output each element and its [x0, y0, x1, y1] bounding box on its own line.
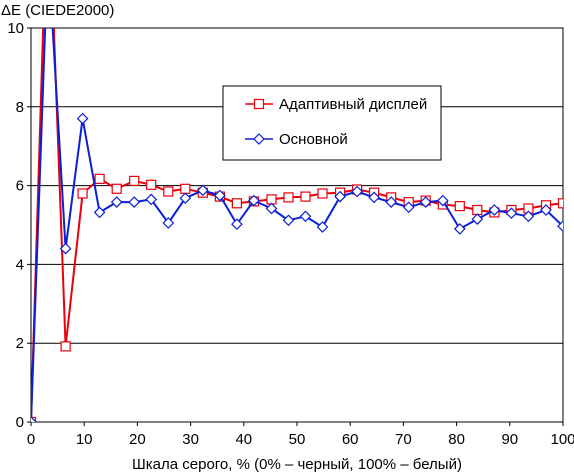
x-tick-label-7: 70: [395, 431, 412, 448]
y-tick-label-5: 10: [7, 20, 24, 37]
series-1-point-9: [179, 192, 192, 205]
series-1-point-22: [402, 201, 415, 214]
series-0-point-25: [454, 201, 465, 212]
legend-marker-1: [253, 133, 265, 145]
series-1-point-30: [540, 204, 552, 216]
series-1-point-3: [76, 112, 89, 125]
x-tick-label-9: 90: [501, 431, 518, 448]
series-0-point-3: [77, 188, 88, 199]
series-0-point-16: [300, 191, 311, 202]
series-1-point-19: [351, 185, 363, 198]
series-0-point-4: [94, 173, 105, 184]
series-1-point-11: [214, 189, 226, 202]
series-0-point-15: [283, 192, 294, 203]
y-axis: 0 2 4 6 8 10: [7, 20, 31, 431]
series-1-point-10: [196, 184, 209, 197]
x-tick-label-3: 30: [182, 431, 199, 448]
series-1-point-12: [231, 218, 243, 231]
x-tick-label-6: 60: [342, 431, 359, 448]
series-1-point-29: [522, 210, 535, 223]
series-1-point-2: [59, 242, 72, 255]
series-layer: [31, 28, 563, 422]
series-0-point-8: [163, 186, 174, 197]
y-axis-title: ΔE (CIEDE2000): [1, 2, 114, 19]
legend-label-0: Адаптивный дисплей: [279, 96, 427, 113]
y-tick-label-2: 4: [16, 256, 24, 273]
series-1-point-24: [436, 194, 449, 207]
series-0-point-31: [557, 198, 563, 209]
series-0-point-26: [472, 204, 483, 216]
series-1-point-21: [385, 196, 398, 208]
y-tick-label-0: 0: [16, 414, 24, 431]
series-1-point-25: [453, 223, 466, 235]
series-1-point-31: [557, 220, 563, 233]
series-1-point-17: [316, 221, 329, 233]
series-1-point-4: [93, 206, 106, 219]
series-1-point-20: [368, 191, 380, 204]
legend-marker-0: [253, 98, 265, 110]
series-1-point-16: [299, 210, 312, 223]
legend-box: [222, 85, 442, 161]
y-tick-label-1: 2: [16, 335, 24, 352]
series-0-point-9: [180, 183, 191, 194]
series-0-point-2: [60, 341, 71, 352]
series-0-point-17: [317, 188, 328, 199]
series-1-point-27: [488, 204, 501, 216]
series-1-point-15: [282, 214, 295, 227]
series-1-point-8: [162, 217, 175, 229]
series-0-point-12: [231, 198, 242, 209]
x-tick-label-4: 40: [235, 431, 252, 448]
x-tick-label-10: 100: [550, 431, 574, 448]
x-axis: 0 10 20 30 40 50 60 70 80 90 100: [27, 422, 574, 448]
y-tick-label-3: 6: [16, 178, 24, 195]
series-1-point-6: [128, 196, 141, 208]
x-tick-label-1: 10: [76, 431, 93, 448]
legend-label-1: Основной: [279, 131, 348, 148]
series-1-point-13: [248, 194, 260, 207]
series-0-point-14: [266, 194, 277, 205]
x-tick-label-5: 50: [289, 431, 306, 448]
series-0-point-6: [129, 175, 140, 186]
series-1-point-5: [110, 196, 123, 208]
series-1-point-26: [471, 213, 484, 225]
series-1-point-23: [419, 196, 432, 208]
x-axis-title: Шкала серого, % (0% – черный, 100% – бел…: [132, 456, 462, 472]
y-tick-label-4: 8: [16, 99, 24, 116]
legend: Адаптивный дисплей Основной: [222, 85, 442, 161]
x-tick-label-2: 20: [129, 431, 146, 448]
series-1-point-28: [505, 207, 518, 220]
series-1-point-7: [145, 193, 158, 206]
series-1-point-18: [334, 190, 346, 203]
series-1-point-14: [265, 202, 278, 215]
series-0-point-7: [146, 179, 157, 190]
x-tick-label-0: 0: [27, 431, 35, 448]
series-1-point-0: [31, 416, 37, 422]
x-tick-label-8: 80: [448, 431, 465, 448]
series-0-point-5: [111, 183, 122, 194]
